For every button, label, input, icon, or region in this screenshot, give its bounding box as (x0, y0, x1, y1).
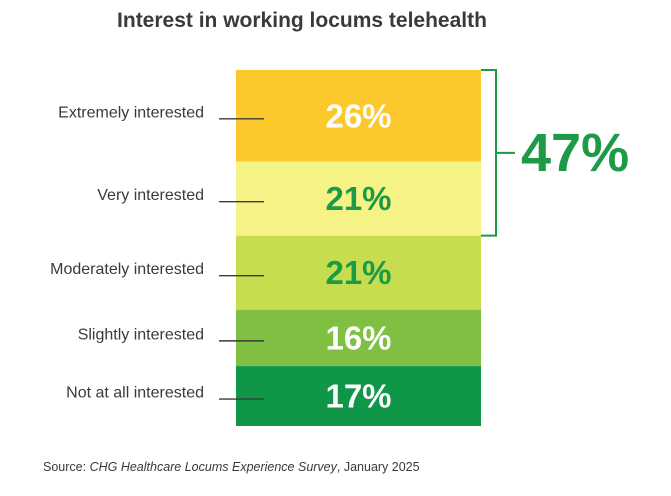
bracket-line (481, 69, 497, 237)
category-label-not-at-all-interested: Not at all interested (66, 385, 204, 402)
value-label-not-at-all-interested: 17% (325, 378, 391, 415)
bar-segments: 26% 21% 21% 16% 17% (236, 70, 481, 426)
bar-segment-not-at-all-interested (236, 366, 481, 426)
bracket-total-label: 47% (521, 123, 629, 183)
value-label-moderately-interested: 21% (325, 254, 391, 291)
bar-segment-slightly-interested (236, 309, 481, 367)
bracket-group: 47% (481, 69, 629, 237)
source-suffix: , January 2025 (336, 460, 420, 474)
source-note: Source: CHG Healthcare Locums Experience… (43, 460, 420, 474)
category-labels: Extremely interested Very interested Moder… (50, 104, 204, 401)
value-label-slightly-interested: 16% (325, 319, 391, 356)
leader-lines (219, 118, 264, 400)
bar-segment-moderately-interested (236, 235, 481, 310)
bar-segment-very-interested (236, 161, 481, 236)
chart-title: Interest in working locums telehealth (117, 9, 487, 32)
source-name: CHG Healthcare Locums Experience Survey (89, 460, 337, 474)
bar-segment-extremely-interested (236, 70, 481, 162)
source-prefix: Source: (43, 460, 90, 474)
category-label-slightly-interested: Slightly interested (78, 326, 204, 343)
category-label-extremely-interested: Extremely interested (58, 104, 204, 121)
category-label-moderately-interested: Moderately interested (50, 261, 204, 278)
value-label-very-interested: 21% (325, 180, 391, 217)
category-label-very-interested: Very interested (97, 187, 204, 204)
value-label-extremely-interested: 26% (325, 97, 391, 134)
